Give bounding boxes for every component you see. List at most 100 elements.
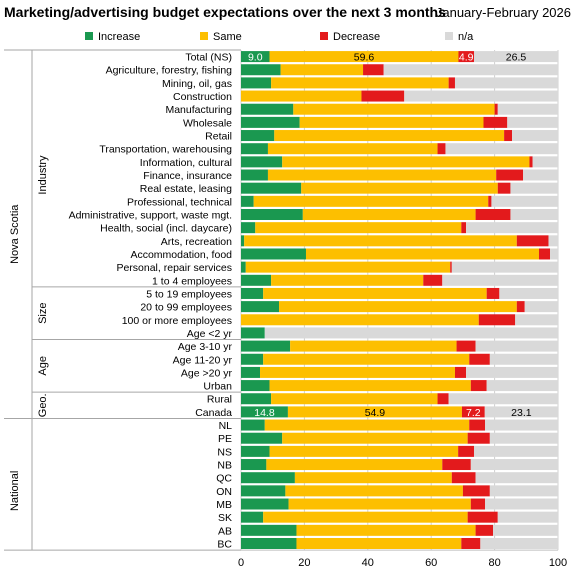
- legend-swatch-3: [445, 32, 453, 40]
- bar-13-3: [466, 222, 558, 234]
- bar-4-2: [494, 103, 498, 115]
- bar-3-2: [361, 90, 405, 102]
- bar-7-1: [267, 143, 438, 155]
- category-label-20: 100 or more employees: [122, 315, 232, 327]
- bar-12-3: [510, 209, 558, 220]
- bar-13-1: [255, 222, 462, 234]
- category-label-25: Urban: [203, 381, 232, 393]
- category-label-2: Mining, oil, gas: [162, 78, 232, 90]
- bar-24-0: [241, 366, 261, 378]
- bar-28-1: [264, 419, 470, 431]
- category-label-9: Finance, insurance: [143, 170, 232, 182]
- bar-5-2: [483, 116, 508, 128]
- bar-33-3: [489, 485, 558, 497]
- bar-5-0: [241, 116, 300, 128]
- chart-subtitle: January-February 2026: [436, 5, 571, 20]
- bar-31-1: [266, 459, 443, 471]
- bar-32-0: [241, 472, 295, 484]
- category-label-15: Accommodation, food: [130, 249, 232, 261]
- bar-24-3: [466, 366, 558, 378]
- bar-36-1: [296, 524, 476, 536]
- bar-0-0: [241, 51, 270, 63]
- bar-9-0: [241, 169, 268, 181]
- bar-35-1: [263, 511, 468, 523]
- outer-group-label-0: Nova Scotia: [9, 204, 21, 264]
- x-tick-label-0: 0: [238, 557, 244, 569]
- bar-4-3: [497, 103, 558, 115]
- bar-14-1: [244, 235, 517, 247]
- bar-26-2: [437, 393, 449, 405]
- data-label-27-3: 23.1: [511, 407, 532, 419]
- bar-2-1: [271, 77, 449, 89]
- bar-24-2: [454, 366, 467, 378]
- bar-26-1: [271, 393, 438, 405]
- bar-4-1: [293, 103, 495, 115]
- x-tick-label-3: 60: [425, 557, 437, 569]
- bar-6-1: [274, 130, 505, 142]
- bar-22-1: [290, 340, 457, 352]
- bar-2-0: [241, 77, 272, 89]
- bar-15-0: [241, 248, 306, 260]
- bar-6-0: [241, 130, 275, 142]
- x-tick-label-2: 40: [362, 557, 374, 569]
- bar-37-3: [480, 538, 558, 549]
- bar-7-0: [241, 143, 268, 155]
- inner-group-label-3: Age: [37, 356, 49, 376]
- bar-8-3: [532, 156, 558, 168]
- bar-23-1: [263, 353, 470, 365]
- bar-1-2: [363, 64, 384, 76]
- category-label-17: 1 to 4 employees: [152, 275, 232, 287]
- data-label-27-0: 14.8: [254, 407, 275, 419]
- bar-22-3: [475, 340, 558, 352]
- category-label-22: Age 3-10 yr: [178, 341, 233, 353]
- bar-31-3: [470, 459, 558, 471]
- bar-14-0: [241, 235, 245, 247]
- bar-36-2: [475, 524, 494, 536]
- bar-12-0: [241, 209, 303, 220]
- group-labels: Industry Size Age Geo. Nova Scotia National: [4, 49, 241, 551]
- bar-37-0: [241, 538, 297, 549]
- data-label-27-1: 54.9: [365, 407, 386, 419]
- category-label-3: Construction: [173, 91, 232, 103]
- bar-28-0: [241, 419, 265, 431]
- bar-0-3: [473, 51, 558, 63]
- bar-20-3: [515, 314, 558, 326]
- inner-group-label-2: Size: [37, 302, 49, 323]
- category-label-34: MB: [216, 499, 232, 511]
- bar-30-0: [241, 445, 270, 457]
- bar-15-2: [538, 248, 551, 260]
- bar-16-1: [245, 261, 451, 273]
- bar-34-1: [288, 498, 471, 510]
- bar-37-1: [296, 538, 462, 549]
- bar-12-2: [475, 209, 511, 220]
- bar-35-3: [497, 511, 558, 523]
- bars: 9.0 59.6 4.9 26.5 14.8 54.9 7.2 23.1: [241, 51, 558, 549]
- bar-3-3: [404, 90, 558, 102]
- bar-22-2: [456, 340, 476, 352]
- data-label-27-2: 7.2: [466, 407, 481, 419]
- bar-35-2: [467, 511, 498, 523]
- bar-18-2: [486, 287, 500, 299]
- bar-11-0: [241, 195, 254, 207]
- bar-27-3: [484, 406, 558, 418]
- bar-27-0: [241, 406, 288, 418]
- bar-18-3: [499, 287, 558, 299]
- bar-21-3: [264, 327, 558, 339]
- bar-26-3: [448, 393, 558, 405]
- bar-29-2: [467, 432, 490, 444]
- bar-17-3: [442, 274, 558, 286]
- bar-26-0: [241, 393, 272, 405]
- chart-title: Marketing/advertising budget expectation…: [4, 4, 446, 20]
- bar-25-0: [241, 380, 270, 392]
- category-label-28: NL: [219, 420, 233, 432]
- bar-23-2: [469, 353, 490, 365]
- data-label-0-3: 26.5: [506, 52, 527, 64]
- x-tick-label-4: 80: [488, 557, 500, 569]
- bar-34-2: [470, 498, 486, 510]
- bar-11-3: [491, 195, 558, 207]
- bar-20-1: [241, 314, 479, 326]
- category-label-19: 20 to 99 employees: [140, 302, 232, 314]
- category-label-7: Transportation, warehousing: [99, 144, 232, 156]
- bar-13-0: [241, 222, 256, 234]
- bar-10-2: [497, 182, 511, 194]
